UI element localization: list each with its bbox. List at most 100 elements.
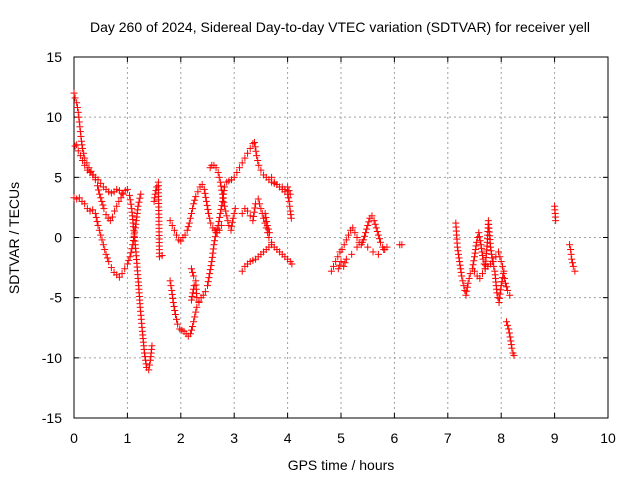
- data-point: [169, 294, 177, 302]
- data-point: [358, 238, 366, 246]
- data-point: [497, 258, 505, 266]
- data-point: [456, 258, 464, 266]
- data-point: [363, 225, 371, 233]
- data-point: [216, 178, 224, 186]
- data-point: [327, 267, 335, 275]
- data-point: [472, 242, 480, 250]
- data-point: [217, 182, 225, 190]
- data-point: [187, 296, 195, 304]
- data-point: [99, 241, 107, 249]
- y-tick-label: 10: [46, 109, 62, 125]
- data-point: [506, 291, 514, 299]
- data-point: [97, 179, 105, 187]
- data-point: [507, 341, 515, 349]
- data-point: [489, 258, 497, 266]
- data-point: [73, 99, 81, 107]
- data-point: [504, 286, 512, 294]
- data-point: [186, 214, 194, 222]
- data-point: [136, 194, 144, 202]
- data-point: [263, 221, 271, 229]
- data-point: [215, 217, 223, 225]
- data-point: [70, 89, 78, 97]
- data-point: [74, 108, 82, 116]
- data-point: [374, 231, 382, 239]
- data-point: [186, 330, 194, 338]
- data-point: [115, 197, 123, 205]
- data-point: [493, 289, 501, 297]
- data-point: [372, 224, 380, 232]
- data-point: [365, 218, 373, 226]
- data-point: [374, 250, 382, 258]
- data-point: [508, 344, 516, 352]
- data-point: [261, 209, 269, 217]
- data-point: [209, 249, 217, 257]
- data-point: [236, 164, 244, 172]
- data-point: [253, 152, 261, 160]
- data-point: [222, 207, 230, 215]
- x-tick-label: 3: [230, 430, 238, 446]
- data-point: [218, 197, 226, 205]
- data-point: [206, 266, 214, 274]
- data-point: [95, 226, 103, 234]
- data-point: [488, 254, 496, 262]
- data-point: [340, 262, 348, 270]
- data-point: [479, 270, 487, 278]
- data-point: [130, 232, 138, 240]
- data-point: [125, 256, 133, 264]
- data-point: [211, 237, 219, 245]
- data-point: [286, 207, 294, 215]
- data-point: [249, 217, 257, 225]
- data-point: [216, 213, 224, 221]
- y-axis-label: SDTVAR / TECUs: [6, 182, 22, 294]
- data-point: [75, 113, 83, 121]
- data-point: [128, 245, 136, 253]
- data-point: [126, 253, 134, 261]
- x-tick-label: 0: [70, 430, 78, 446]
- data-point: [566, 241, 574, 249]
- data-point: [98, 197, 106, 205]
- data-point: [191, 196, 199, 204]
- data-point: [119, 190, 127, 198]
- data-point: [254, 156, 262, 164]
- data-point: [503, 283, 511, 291]
- data-point: [341, 259, 349, 267]
- data-point: [166, 277, 174, 285]
- data-point: [256, 200, 264, 208]
- data-point: [375, 235, 383, 243]
- data-point: [251, 204, 259, 212]
- data-point: [211, 233, 219, 241]
- y-tick-label: 15: [46, 49, 62, 65]
- data-point: [174, 320, 182, 328]
- data-point: [123, 260, 131, 268]
- data-point: [108, 213, 116, 221]
- data-point: [287, 214, 295, 222]
- data-point: [131, 228, 139, 236]
- data-point: [214, 169, 222, 177]
- data-point: [92, 213, 100, 221]
- data-point: [472, 246, 480, 254]
- data-point: [257, 205, 265, 213]
- data-point: [510, 351, 518, 359]
- data-point: [496, 294, 504, 302]
- data-point: [285, 197, 293, 205]
- data-point: [97, 231, 105, 239]
- data-point: [362, 229, 370, 237]
- data-point: [95, 186, 103, 194]
- data-point: [127, 249, 135, 257]
- y-tick-label: -5: [50, 290, 63, 306]
- data-point: [221, 202, 229, 210]
- data-point: [228, 222, 236, 230]
- data-point: [210, 241, 218, 249]
- data-point: [202, 197, 210, 205]
- data-point: [252, 147, 260, 155]
- data-point: [71, 94, 79, 102]
- data-point: [351, 229, 359, 237]
- data-point: [203, 201, 211, 209]
- data-point: [81, 161, 89, 169]
- data-point: [123, 185, 131, 193]
- data-point: [380, 246, 388, 254]
- data-points: [70, 89, 579, 374]
- y-tick-labels: -15 -10 -5 0 5 10 15: [42, 49, 62, 426]
- data-point: [121, 265, 129, 273]
